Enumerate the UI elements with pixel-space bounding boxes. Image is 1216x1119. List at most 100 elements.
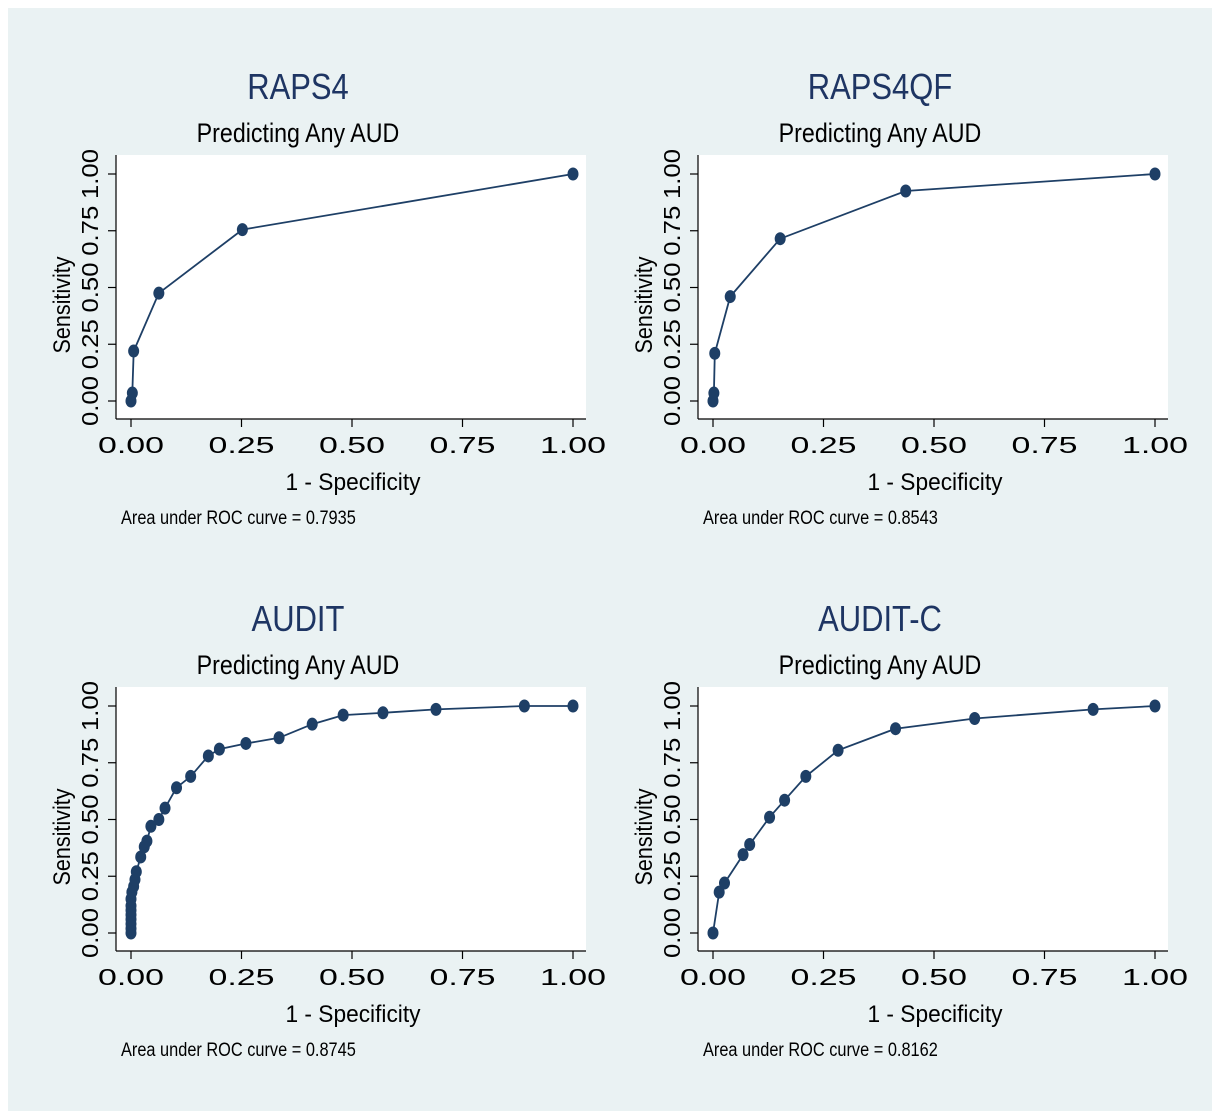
roc-point [764,810,776,824]
plot-area [116,155,586,419]
chart-subtitle: Predicting Any AUD [778,118,982,148]
y-axis-title: Sensitivity [631,257,658,354]
plot-area [116,687,586,951]
roc-point [337,708,349,722]
y-tick-label: 0.75 [77,738,103,788]
figure-background: RAPS4 Predicting Any AUD 0.00 0.25 0.50 0.7… [8,8,1212,1111]
x-axis-title: 1 - Specificity [868,469,1003,496]
y-axis-title: Sensitivity [49,257,76,354]
plot-svg: 0.00 0.25 0.50 0.75 1.00 0.00 0.25 0.50 0.75 1.00… [631,681,1188,1028]
x-tick-label: 0.75 [1012,964,1078,990]
roc-point [153,813,165,826]
roc-point [800,769,812,783]
roc-point [890,722,902,736]
roc-point [153,286,165,300]
roc-panel-audit-c: AUDIT-C Predicting Any AUD 0.00 0.25 0.50 0… [590,540,1188,1061]
chart-title: RAPS4 [247,66,349,107]
x-tick-label: 0.75 [430,964,496,990]
y-tick-label: 0.00 [77,908,103,958]
plot-svg: 0.00 0.25 0.50 0.75 1.00 0.00 0.25 0.50 0.75 1.00… [49,149,606,496]
y-tick-label: 1.00 [77,149,103,199]
plot-svg: 0.00 0.25 0.50 0.75 1.00 0.00 0.25 0.50 0.75 1.00… [49,681,606,1028]
auc-note: Area under ROC curve = 0.8162 [703,1040,938,1061]
roc-point [744,837,756,851]
roc-point [202,749,214,763]
y-axis-title: Sensitivity [49,789,76,886]
roc-point [1149,167,1161,181]
x-tick-label: 1.00 [1122,964,1188,990]
roc-point [377,706,389,720]
roc-point [724,290,736,304]
x-tick-label: 0.25 [791,432,857,458]
x-axis-title: 1 - Specificity [286,1001,421,1028]
y-tick-label: 0.75 [659,206,685,256]
roc-panel-audit: AUDIT Predicting Any AUD 0.00 0.25 0.50 0.7… [8,540,606,1061]
x-tick-label: 0.00 [98,432,164,458]
roc-point [737,848,749,862]
y-tick-label: 0.00 [77,376,103,426]
roc-point [185,769,197,783]
y-tick-label: 0.75 [659,738,685,788]
plot-area [698,155,1168,419]
auc-note: Area under ROC curve = 0.8543 [703,508,938,529]
roc-point [159,801,171,815]
x-tick-label: 1.00 [540,964,606,990]
chart-title: AUDIT [251,598,345,639]
roc-panel-raps4qf: RAPS4QF Predicting Any AUD 0.00 0.25 0.50 0… [590,8,1188,529]
y-tick-label: 0.50 [659,263,685,313]
roc-panel-raps4: RAPS4 Predicting Any AUD 0.00 0.25 0.50 0.7… [8,8,606,529]
chart-title: AUDIT-C [818,598,942,639]
roc-point [306,717,318,731]
chart-subtitle: Predicting Any AUD [778,650,982,680]
roc-point [567,167,579,181]
y-axis-title: Sensitivity [631,789,658,886]
y-tick-label: 0.50 [77,795,103,845]
roc-point [128,344,140,358]
x-tick-label: 0.75 [1012,432,1078,458]
roc-point [141,834,153,848]
x-tick-label: 0.00 [680,964,746,990]
plot-svg: 0.00 0.25 0.50 0.75 1.00 0.00 0.25 0.50 0.75 1.00… [631,149,1188,496]
roc-point [718,876,730,890]
roc-point [713,885,725,899]
x-tick-label: 0.25 [791,964,857,990]
x-tick-label: 0.50 [901,964,967,990]
roc-point [969,711,981,725]
y-tick-label: 0.50 [77,263,103,313]
roc-point [1149,699,1161,713]
roc-point [567,699,579,713]
y-tick-label: 1.00 [77,681,103,731]
roc-point [213,742,225,756]
x-axis-title: 1 - Specificity [286,469,421,496]
x-tick-label: 0.50 [319,964,385,990]
roc-point [707,926,719,940]
auc-note: Area under ROC curve = 0.7935 [121,508,356,529]
x-tick-label: 0.25 [209,964,275,990]
y-tick-label: 0.25 [77,851,103,901]
x-axis-title: 1 - Specificity [868,1001,1003,1028]
y-tick-label: 0.25 [659,851,685,901]
roc-point [135,850,147,864]
roc-point [832,743,844,757]
y-tick-label: 0.25 [77,319,103,369]
x-tick-label: 0.50 [901,432,967,458]
y-tick-label: 0.00 [659,908,685,958]
y-tick-label: 1.00 [659,681,685,731]
x-tick-label: 0.25 [209,432,275,458]
roc-point [779,793,791,807]
x-tick-label: 1.00 [1122,432,1188,458]
roc-point [145,819,157,833]
x-tick-label: 0.00 [98,964,164,990]
y-tick-label: 0.25 [659,319,685,369]
roc-point [171,781,183,795]
roc-point [1087,702,1099,716]
roc-point [236,223,248,237]
roc-point [900,184,912,198]
roc-point [126,386,138,400]
x-tick-label: 0.75 [430,432,496,458]
x-tick-label: 0.50 [319,432,385,458]
roc-point [708,386,720,400]
plot-area [698,687,1168,951]
roc-point [774,232,786,246]
chart-title: RAPS4QF [807,66,953,107]
